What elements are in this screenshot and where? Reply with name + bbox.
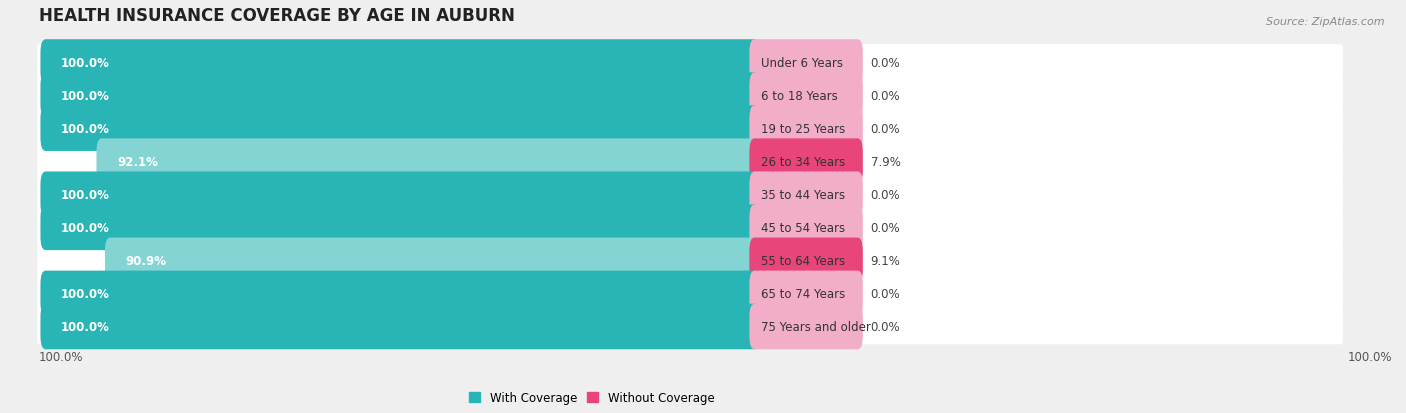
FancyBboxPatch shape: [105, 238, 759, 283]
Text: 100.0%: 100.0%: [60, 89, 110, 102]
FancyBboxPatch shape: [41, 40, 759, 85]
Text: 55 to 64 Years: 55 to 64 Years: [761, 254, 845, 267]
Text: 9.1%: 9.1%: [870, 254, 900, 267]
FancyBboxPatch shape: [37, 111, 1343, 147]
Text: 90.9%: 90.9%: [125, 254, 166, 267]
FancyBboxPatch shape: [37, 177, 1343, 213]
FancyBboxPatch shape: [41, 106, 759, 152]
FancyBboxPatch shape: [41, 73, 759, 119]
FancyBboxPatch shape: [37, 309, 1343, 344]
FancyBboxPatch shape: [749, 238, 863, 283]
Text: 0.0%: 0.0%: [870, 287, 900, 300]
Text: 100.0%: 100.0%: [60, 320, 110, 333]
Text: 92.1%: 92.1%: [117, 155, 157, 168]
Text: 0.0%: 0.0%: [870, 122, 900, 135]
Legend: With Coverage, Without Coverage: With Coverage, Without Coverage: [464, 386, 720, 408]
Text: 100.0%: 100.0%: [39, 351, 84, 363]
Text: 0.0%: 0.0%: [870, 188, 900, 201]
FancyBboxPatch shape: [749, 304, 863, 349]
FancyBboxPatch shape: [37, 144, 1343, 180]
FancyBboxPatch shape: [749, 271, 863, 316]
Text: Source: ZipAtlas.com: Source: ZipAtlas.com: [1267, 17, 1385, 26]
Text: 0.0%: 0.0%: [870, 221, 900, 234]
Text: Under 6 Years: Under 6 Years: [761, 57, 844, 69]
Text: 0.0%: 0.0%: [870, 320, 900, 333]
FancyBboxPatch shape: [41, 304, 759, 349]
FancyBboxPatch shape: [749, 73, 863, 119]
Text: 7.9%: 7.9%: [870, 155, 900, 168]
Text: HEALTH INSURANCE COVERAGE BY AGE IN AUBURN: HEALTH INSURANCE COVERAGE BY AGE IN AUBU…: [39, 7, 515, 25]
FancyBboxPatch shape: [749, 106, 863, 152]
Text: 35 to 44 Years: 35 to 44 Years: [761, 188, 845, 201]
Text: 100.0%: 100.0%: [60, 122, 110, 135]
FancyBboxPatch shape: [749, 205, 863, 251]
FancyBboxPatch shape: [749, 40, 863, 85]
Text: 100.0%: 100.0%: [1348, 351, 1392, 363]
FancyBboxPatch shape: [37, 210, 1343, 246]
Text: 65 to 74 Years: 65 to 74 Years: [761, 287, 845, 300]
FancyBboxPatch shape: [41, 205, 759, 251]
FancyBboxPatch shape: [749, 139, 863, 185]
Text: 19 to 25 Years: 19 to 25 Years: [761, 122, 845, 135]
Text: 100.0%: 100.0%: [60, 221, 110, 234]
FancyBboxPatch shape: [37, 276, 1343, 311]
Text: 100.0%: 100.0%: [60, 287, 110, 300]
Text: 6 to 18 Years: 6 to 18 Years: [761, 89, 838, 102]
FancyBboxPatch shape: [749, 172, 863, 218]
FancyBboxPatch shape: [41, 172, 759, 218]
Text: 0.0%: 0.0%: [870, 89, 900, 102]
Text: 100.0%: 100.0%: [60, 188, 110, 201]
FancyBboxPatch shape: [41, 271, 759, 316]
Text: 0.0%: 0.0%: [870, 57, 900, 69]
Text: 26 to 34 Years: 26 to 34 Years: [761, 155, 845, 168]
Text: 75 Years and older: 75 Years and older: [761, 320, 870, 333]
FancyBboxPatch shape: [37, 78, 1343, 114]
FancyBboxPatch shape: [37, 45, 1343, 81]
FancyBboxPatch shape: [37, 243, 1343, 278]
FancyBboxPatch shape: [97, 139, 759, 185]
Text: 45 to 54 Years: 45 to 54 Years: [761, 221, 845, 234]
Text: 100.0%: 100.0%: [60, 57, 110, 69]
